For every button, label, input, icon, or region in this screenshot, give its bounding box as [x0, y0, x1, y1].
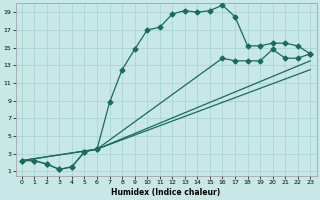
X-axis label: Humidex (Indice chaleur): Humidex (Indice chaleur)	[111, 188, 221, 197]
